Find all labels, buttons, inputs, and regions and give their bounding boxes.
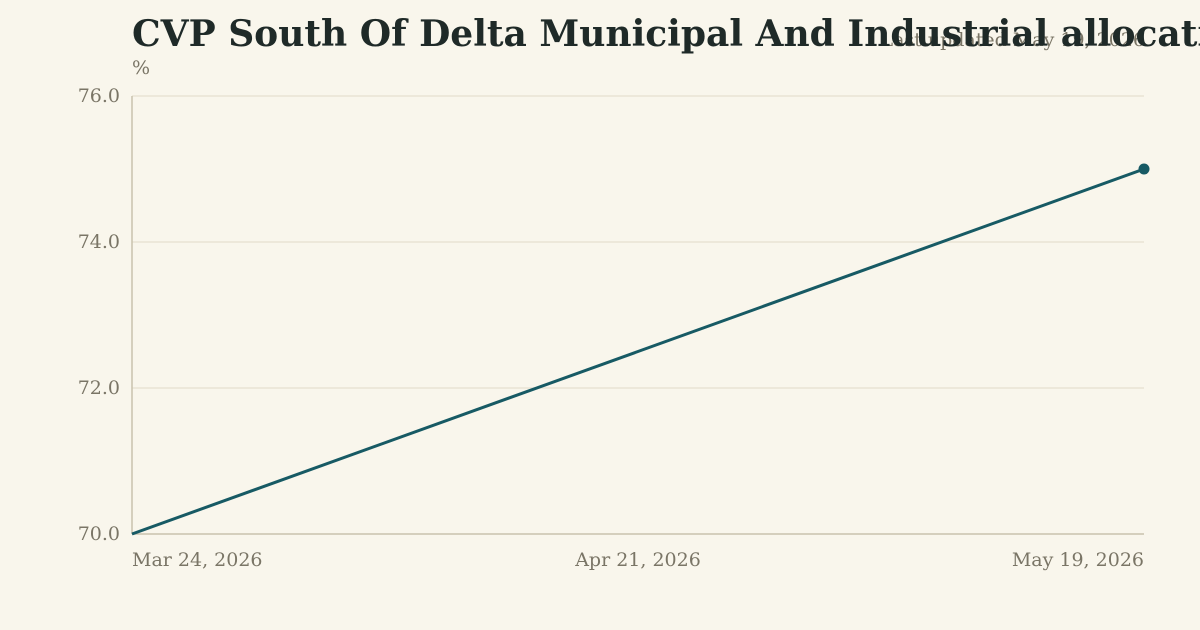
x-tick-labels: Mar 24, 2026 Apr 21, 2026 May 19, 2026 bbox=[132, 549, 1144, 571]
y-tick-label: 74.0 bbox=[78, 231, 120, 253]
chart-subtitle: Last updated May 19, 2026 bbox=[880, 29, 1145, 51]
y-tick-label: 76.0 bbox=[78, 85, 120, 107]
y-tick-label: 70.0 bbox=[78, 523, 120, 545]
y-tick-labels: 70.0 72.0 74.0 76.0 bbox=[78, 85, 120, 545]
x-tick-label: Apr 21, 2026 bbox=[574, 549, 701, 571]
series-line bbox=[131, 167, 1145, 536]
y-axis-unit-label: % bbox=[132, 57, 150, 79]
y-tick-label: 72.0 bbox=[78, 377, 120, 399]
x-tick-label: May 19, 2026 bbox=[1012, 549, 1144, 571]
data-point bbox=[1138, 163, 1150, 175]
x-tick-label: Mar 24, 2026 bbox=[132, 549, 263, 571]
series-layer bbox=[131, 163, 1150, 536]
gridlines bbox=[132, 95, 1144, 389]
chart-title: CVP South Of Delta Municipal And Industr… bbox=[132, 13, 1200, 55]
